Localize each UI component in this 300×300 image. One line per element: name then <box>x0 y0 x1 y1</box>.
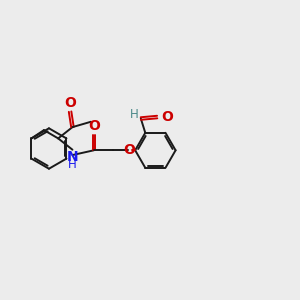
Text: O: O <box>88 119 100 133</box>
Text: O: O <box>161 110 173 124</box>
Text: N: N <box>67 150 78 164</box>
Text: O: O <box>64 96 76 110</box>
Text: H: H <box>130 109 139 122</box>
Text: H: H <box>68 158 77 171</box>
Text: O: O <box>123 143 135 157</box>
